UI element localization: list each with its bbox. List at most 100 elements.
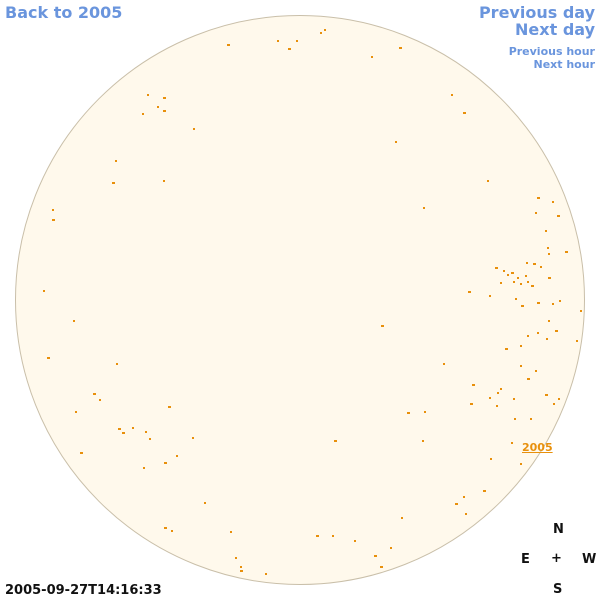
sun-feature-mark — [401, 517, 403, 519]
sun-feature-mark — [576, 340, 578, 342]
sun-feature-mark — [472, 384, 475, 386]
timestamp: 2005-09-27T14:16:33 — [5, 583, 162, 598]
sun-feature-mark — [496, 405, 498, 407]
sun-feature-mark — [324, 29, 326, 31]
sun-feature-mark — [395, 141, 397, 143]
compass-south: S — [553, 582, 563, 597]
sun-feature-mark — [558, 398, 560, 400]
sun-feature-mark — [230, 531, 232, 533]
sun-feature-mark — [52, 219, 55, 221]
sun-feature-mark — [548, 320, 550, 322]
sun-feature-mark — [527, 378, 530, 380]
sun-feature-mark — [511, 272, 514, 274]
sun-feature-mark — [545, 230, 547, 232]
sun-feature-mark — [463, 112, 466, 114]
sun-feature-mark — [537, 197, 540, 199]
sun-feature-mark — [47, 357, 50, 359]
sun-feature-mark — [540, 266, 542, 268]
next-day-link[interactable]: Next day — [515, 20, 595, 39]
sun-feature-mark — [163, 97, 166, 99]
sun-feature-mark — [422, 440, 424, 442]
sun-feature-mark — [580, 310, 582, 312]
sun-feature-mark — [465, 513, 467, 515]
sun-feature-mark — [163, 110, 166, 112]
sun-feature-mark — [93, 393, 96, 395]
compass-west: W — [582, 552, 597, 567]
previous-day-link[interactable]: Previous day — [478, 3, 595, 22]
sun-feature-mark — [142, 113, 144, 115]
sun-feature-mark — [164, 527, 167, 529]
sun-feature-mark — [316, 535, 319, 537]
sun-feature-mark — [535, 370, 537, 372]
sun-feature-mark — [320, 32, 322, 34]
sun-feature-mark — [533, 263, 536, 265]
sun-feature-mark — [73, 320, 75, 322]
sun-feature-mark — [520, 365, 522, 367]
sun-feature-mark — [535, 212, 537, 214]
sun-feature-mark — [277, 40, 279, 42]
sun-feature-mark — [296, 40, 298, 42]
sun-feature-mark — [527, 281, 529, 283]
sun-feature-mark — [115, 160, 117, 162]
sun-feature-mark — [354, 540, 356, 542]
sun-feature-mark — [555, 330, 558, 332]
sun-feature-mark — [171, 530, 173, 532]
sun-feature-mark — [265, 573, 267, 575]
sun-feature-mark — [489, 295, 491, 297]
sun-feature-mark — [525, 275, 527, 277]
compass-north: N — [553, 522, 564, 537]
sun-feature-mark — [288, 48, 291, 50]
sun-feature-mark — [374, 555, 377, 557]
sun-feature-mark — [381, 325, 384, 327]
sun-feature-mark — [489, 397, 491, 399]
sun-feature-mark — [424, 411, 426, 413]
sun-feature-mark — [332, 535, 334, 537]
compass-center: + — [551, 551, 562, 566]
sun-feature-mark — [240, 566, 242, 568]
sun-feature-mark — [552, 303, 554, 305]
sun-feature-mark — [490, 458, 492, 460]
sun-feature-mark — [526, 262, 528, 264]
sun-feature-mark — [52, 209, 54, 211]
sun-feature-mark — [112, 182, 115, 184]
sun-feature-mark — [240, 570, 243, 572]
sun-feature-mark — [545, 394, 548, 396]
sun-feature-mark — [565, 251, 568, 253]
sun-feature-mark — [132, 427, 134, 429]
sun-feature-mark — [334, 440, 337, 442]
sun-feature-mark — [468, 291, 471, 293]
sun-feature-mark — [521, 305, 524, 307]
sun-feature-mark — [390, 547, 392, 549]
year-link[interactable]: 2005 — [522, 441, 553, 454]
back-to-year-link[interactable]: Back to 2005 — [5, 3, 123, 22]
sun-feature-mark — [235, 557, 237, 559]
sun-feature-mark — [517, 277, 519, 279]
sun-feature-mark — [227, 44, 230, 46]
sun-feature-mark — [451, 94, 453, 96]
sun-feature-mark — [192, 437, 194, 439]
sun-feature-mark — [371, 56, 373, 58]
sun-feature-mark — [503, 270, 505, 272]
sun-feature-mark — [520, 283, 522, 285]
sun-feature-mark — [548, 253, 550, 255]
sun-feature-mark — [483, 490, 486, 492]
sun-feature-mark — [513, 281, 515, 283]
sun-feature-mark — [80, 452, 83, 454]
sun-feature-mark — [527, 335, 529, 337]
sun-disk — [15, 15, 585, 585]
sun-feature-mark — [399, 47, 402, 49]
sun-feature-mark — [145, 431, 147, 433]
sun-feature-mark — [204, 502, 206, 504]
sun-feature-mark — [507, 274, 509, 276]
sun-feature-mark — [99, 399, 101, 401]
sun-feature-mark — [537, 302, 540, 304]
sun-feature-mark — [500, 282, 502, 284]
previous-hour-link[interactable]: Previous hour — [508, 45, 595, 58]
sun-feature-mark — [520, 463, 522, 465]
sun-feature-mark — [547, 247, 549, 249]
sun-feature-mark — [443, 363, 445, 365]
sun-feature-mark — [163, 180, 165, 182]
sun-feature-mark — [380, 566, 383, 568]
next-hour-link[interactable]: Next hour — [533, 58, 596, 71]
